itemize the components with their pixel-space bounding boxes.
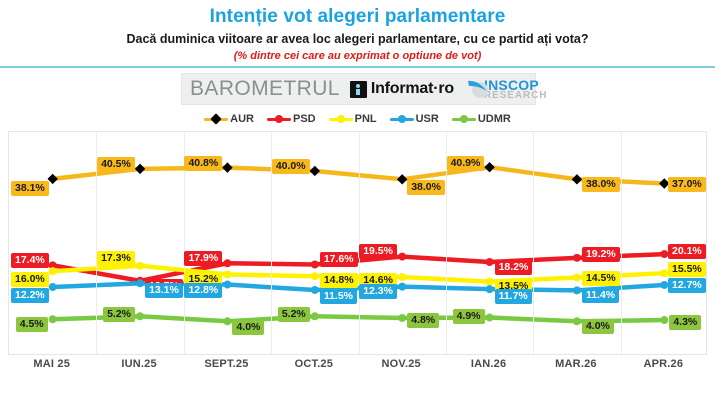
data-label-psd: 17.6% bbox=[319, 252, 358, 267]
chart-legend: AUR PSD PNL USR UDMR bbox=[0, 113, 715, 125]
x-axis-tick-label: OCT.25 bbox=[294, 358, 334, 370]
data-label-udmr: 5.2% bbox=[103, 306, 135, 322]
data-label-aur: 37.0% bbox=[668, 176, 706, 192]
data-label-pnl: 15.5% bbox=[668, 261, 706, 277]
data-label-udmr: 5.2% bbox=[277, 306, 310, 322]
data-label-psd: 18.2% bbox=[494, 259, 533, 275]
logo-bar: BAROMETRUL Informat·ro INSCOP RESEARCH bbox=[181, 73, 546, 105]
data-label-usr: 11.7% bbox=[494, 288, 532, 304]
data-label-psd: 17.4% bbox=[11, 252, 49, 268]
x-axis: MAI 25 IUN.25 SEPT.25 OCT.25 NOV.25 IAN.26 MAR… bbox=[8, 358, 707, 378]
data-label-usr: 13.1% bbox=[145, 282, 183, 298]
legend-item-pnl[interactable]: PNL bbox=[328, 113, 377, 125]
legend-marker-usr-icon bbox=[389, 114, 414, 125]
data-label-usr: 11.5% bbox=[319, 289, 358, 305]
data-label-pnl: 14.6% bbox=[359, 272, 397, 288]
legend-label: PSD bbox=[292, 113, 316, 125]
legend-marker-aur-icon bbox=[204, 113, 229, 125]
data-label-udmr: 4.0% bbox=[232, 319, 265, 335]
data-label-udmr: 4.5% bbox=[15, 316, 48, 332]
inscop-tagline: RESEARCH bbox=[484, 89, 548, 101]
data-label-usr: 12.2% bbox=[11, 287, 49, 303]
gridline-vertical bbox=[445, 132, 447, 354]
data-label-udmr: 4.9% bbox=[452, 309, 485, 325]
legend-item-udmr[interactable]: UDMR bbox=[451, 113, 511, 125]
gridline-vertical bbox=[96, 132, 98, 354]
data-label-psd: 20.1% bbox=[668, 243, 706, 259]
data-label-psd: 17.9% bbox=[184, 250, 223, 266]
gridline-vertical bbox=[358, 132, 360, 354]
x-axis-tick-label: NOV.25 bbox=[381, 358, 421, 370]
inscop-logo: INSCOP RESEARCH bbox=[468, 78, 547, 101]
data-label-aur: 40.8% bbox=[184, 156, 223, 172]
legend-label: UDMR bbox=[477, 113, 511, 125]
data-label-udmr: 4.3% bbox=[669, 314, 702, 330]
page-subtitle: Dacă duminica viitoare ar avea loc alege… bbox=[126, 32, 589, 46]
gridline-vertical bbox=[271, 132, 273, 354]
legend-marker-udmr-icon bbox=[451, 114, 476, 125]
data-label-pnl: 14.8% bbox=[319, 272, 358, 288]
data-label-usr: 12.7% bbox=[668, 278, 706, 294]
x-axis-tick-label: APR.26 bbox=[643, 358, 684, 370]
x-axis-tick-label: IUN.25 bbox=[121, 358, 157, 370]
x-axis-tick-label: SEPT.25 bbox=[204, 358, 249, 370]
data-label-pnl: 17.3% bbox=[97, 251, 135, 267]
page-title: Intenție vot alegeri parlamentare bbox=[209, 6, 506, 27]
inscop-wordmark: INSCOP RESEARCH bbox=[484, 78, 547, 101]
inscop-name: INSCOP bbox=[484, 76, 539, 93]
data-label-aur: 40.9% bbox=[446, 155, 485, 171]
data-label-psd: 19.2% bbox=[581, 247, 620, 263]
data-label-aur: 38.0% bbox=[407, 179, 445, 195]
legend-item-usr[interactable]: USR bbox=[389, 113, 439, 125]
gridline-vertical bbox=[533, 132, 535, 354]
inscop-swoosh-icon bbox=[468, 79, 490, 99]
legend-marker-psd-icon bbox=[266, 114, 291, 125]
x-axis-tick-label: MAR.26 bbox=[555, 358, 597, 370]
data-label-aur: 40.0% bbox=[271, 159, 310, 175]
legend-label: USR bbox=[415, 113, 439, 125]
legend-marker-pnl-icon bbox=[328, 114, 353, 125]
page-note: (% dintre cei care au exprimat o optiune… bbox=[233, 50, 482, 62]
legend-item-aur[interactable]: AUR bbox=[204, 113, 254, 125]
data-label-psd: 19.5% bbox=[359, 244, 397, 260]
informat-icon bbox=[349, 80, 367, 98]
gridline-vertical bbox=[183, 132, 185, 354]
data-label-pnl: 16.0% bbox=[11, 271, 49, 287]
legend-label: PNL bbox=[354, 113, 377, 125]
data-label-usr: 12.3% bbox=[359, 284, 397, 300]
legend-item-psd[interactable]: PSD bbox=[266, 113, 316, 125]
header-divider bbox=[0, 66, 715, 68]
plot-area: 38.1% 40.5% 40.8% 40.0% 38.0% 40.9% 38.0% 37.0%… bbox=[8, 131, 707, 355]
informat-logo: Informat·ro bbox=[349, 80, 454, 98]
gridline-vertical bbox=[620, 132, 622, 354]
barometrul-wordmark: BAROMETRUL bbox=[190, 77, 340, 100]
data-label-aur: 38.0% bbox=[581, 176, 620, 192]
informat-wordmark: Informat·ro bbox=[370, 80, 454, 97]
data-label-udmr: 4.8% bbox=[407, 313, 440, 329]
x-axis-tick-label: IAN.26 bbox=[470, 358, 507, 370]
legend-label: AUR bbox=[230, 113, 254, 125]
data-label-usr: 11.4% bbox=[581, 287, 620, 303]
data-label-aur: 40.5% bbox=[97, 157, 135, 173]
x-axis-tick-label: MAI 25 bbox=[33, 358, 71, 370]
data-label-aur: 38.1% bbox=[11, 181, 49, 197]
data-label-usr: 12.8% bbox=[184, 283, 223, 299]
data-label-udmr: 4.0% bbox=[581, 318, 614, 334]
data-label-pnl: 14.5% bbox=[581, 270, 620, 286]
